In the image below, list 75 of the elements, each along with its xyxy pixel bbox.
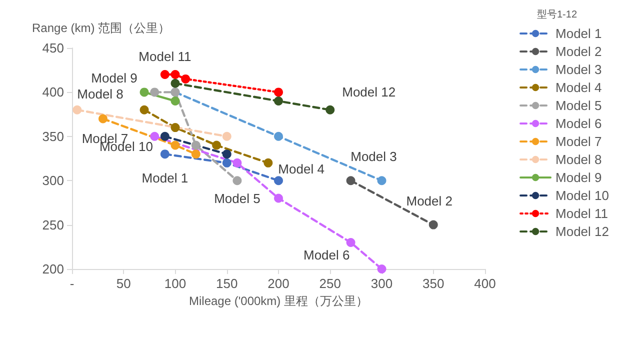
point — [181, 74, 190, 84]
legend-label: Model 10 — [556, 188, 610, 203]
point — [160, 150, 170, 159]
point — [98, 114, 108, 124]
x-tick-label: 50 — [116, 276, 131, 291]
point — [274, 88, 283, 97]
y-axis-title: Range (km) 范围（公里） — [32, 21, 170, 35]
legend-label: Model 12 — [556, 224, 610, 239]
point — [222, 158, 232, 168]
point — [170, 123, 180, 132]
legend-label: Model 1 — [556, 26, 602, 41]
point — [377, 176, 386, 186]
x-tick-label: - — [70, 276, 74, 291]
point — [170, 96, 180, 106]
point — [150, 132, 160, 141]
point — [377, 264, 386, 274]
point — [274, 176, 283, 186]
annotation: Model 5 — [214, 191, 260, 206]
point — [72, 105, 82, 114]
legend-title: 型号1-12 — [536, 8, 578, 20]
x-tick-label: 300 — [370, 276, 393, 291]
point — [170, 140, 180, 150]
x-tick-label: 350 — [422, 276, 444, 291]
legend-label: Model 4 — [556, 80, 602, 95]
point — [274, 132, 283, 141]
annotation: Model 4 — [278, 161, 324, 176]
annotation: Model 2 — [406, 193, 452, 208]
point — [160, 70, 170, 80]
y-tick-label: 450 — [42, 40, 64, 56]
point — [232, 158, 242, 168]
annotation: Model 11 — [138, 49, 192, 64]
legend-label: Model 7 — [556, 134, 602, 149]
legend-label: Model 3 — [556, 62, 602, 77]
point — [170, 78, 180, 88]
legend-label: Model 5 — [556, 98, 602, 113]
point — [222, 150, 232, 159]
point — [160, 132, 170, 141]
x-tick-label: 150 — [216, 276, 238, 291]
point — [170, 70, 180, 80]
x-tick-label: 100 — [164, 276, 186, 291]
point — [428, 220, 438, 230]
y-tick-label: 300 — [42, 173, 64, 188]
y-tick-label: 250 — [42, 217, 64, 232]
annotation: Model 9 — [91, 70, 138, 86]
legend-label: Model 11 — [556, 206, 608, 221]
point — [150, 88, 160, 97]
point — [191, 150, 200, 159]
legend-label: Model 6 — [556, 116, 602, 131]
x-tick-label: 200 — [268, 276, 290, 291]
legend-label: Model 9 — [556, 170, 602, 185]
point — [232, 176, 242, 186]
point — [274, 194, 283, 203]
point — [222, 132, 232, 141]
x-axis-title: Mileage ('000km) 里程（万公里） — [189, 294, 368, 308]
legend-label: Model 8 — [556, 152, 602, 167]
y-tick-label: 350 — [42, 128, 64, 144]
annotation: Model 1 — [142, 170, 188, 186]
y-tick-label: 400 — [42, 84, 64, 100]
legend-label: Model 2 — [556, 44, 602, 59]
annotation: Model 6 — [304, 248, 350, 262]
annotation: Model 8 — [77, 86, 124, 102]
point — [140, 88, 149, 97]
x-tick-label: 250 — [319, 276, 341, 291]
point — [212, 140, 222, 150]
point — [274, 96, 283, 106]
point — [346, 238, 356, 247]
point — [264, 158, 273, 168]
x-tick-label: 400 — [474, 276, 496, 291]
point — [346, 176, 356, 186]
annotation: Model 12 — [342, 84, 396, 100]
y-tick-label: 200 — [42, 262, 64, 276]
point — [191, 140, 200, 150]
point — [326, 105, 335, 114]
annotation: Model 3 — [350, 149, 397, 164]
point — [140, 105, 149, 114]
